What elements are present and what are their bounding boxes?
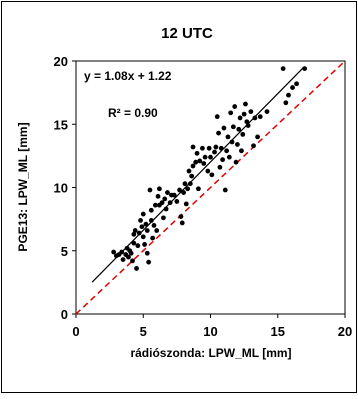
x-tick-label: 10 xyxy=(203,324,217,339)
x-axis-label: rádiószonda: LPW_ML [mm] xyxy=(130,346,291,360)
data-point xyxy=(165,190,170,195)
y-axis-label: PGE13: LPW_ML [mm] xyxy=(16,122,30,251)
data-point xyxy=(209,172,214,177)
data-point xyxy=(121,257,126,262)
data-point xyxy=(234,160,239,165)
data-point xyxy=(184,202,189,207)
y-tick-label: 10 xyxy=(54,181,68,196)
x-tick-label: 20 xyxy=(338,324,352,339)
data-point xyxy=(251,143,256,148)
regression-equation: y = 1.08x + 1.22 xyxy=(84,69,172,83)
data-point xyxy=(283,100,288,105)
data-point xyxy=(154,228,159,233)
data-point xyxy=(145,251,150,256)
data-point xyxy=(142,242,147,247)
data-point xyxy=(258,114,263,119)
data-point xyxy=(133,228,138,233)
data-point xyxy=(242,112,247,117)
x-tick-label: 15 xyxy=(271,324,285,339)
data-point xyxy=(152,223,157,228)
data-point xyxy=(248,109,253,114)
data-point xyxy=(294,81,299,86)
data-point xyxy=(235,142,240,147)
data-point xyxy=(201,161,206,166)
data-point xyxy=(200,146,205,151)
data-point xyxy=(150,236,155,241)
y-tick-label: 5 xyxy=(61,244,68,259)
data-point xyxy=(148,188,153,193)
data-point xyxy=(189,174,194,179)
x-tick-label: 0 xyxy=(72,324,79,339)
data-point xyxy=(180,221,185,226)
x-tick-label: 5 xyxy=(140,324,147,339)
data-point xyxy=(240,132,245,137)
data-point xyxy=(138,218,143,223)
data-point xyxy=(134,266,139,271)
y-tick-label: 15 xyxy=(54,117,68,132)
data-point xyxy=(208,155,213,160)
data-point xyxy=(145,228,150,233)
data-point xyxy=(232,104,237,109)
data-point xyxy=(187,169,192,174)
data-point xyxy=(130,258,135,263)
data-point xyxy=(265,109,270,114)
data-point xyxy=(290,85,295,90)
data-point xyxy=(231,124,236,129)
data-point xyxy=(228,110,233,115)
data-point xyxy=(191,145,196,150)
data-point xyxy=(286,93,291,98)
data-point xyxy=(141,212,146,217)
chart-title: 12 UTC xyxy=(161,25,213,42)
data-point xyxy=(207,146,212,151)
data-point xyxy=(239,148,244,153)
data-point xyxy=(226,135,231,140)
r-squared-label: R² = 0.90 xyxy=(108,106,158,120)
data-point xyxy=(140,224,145,229)
data-point xyxy=(179,214,184,219)
data-point xyxy=(161,215,166,220)
data-point xyxy=(215,114,220,119)
data-point xyxy=(197,159,202,164)
data-point xyxy=(227,155,232,160)
data-point xyxy=(243,102,248,107)
data-point xyxy=(141,234,146,239)
data-point xyxy=(195,151,200,156)
data-point xyxy=(281,66,286,71)
data-point xyxy=(218,165,223,170)
data-point xyxy=(174,199,179,204)
data-point xyxy=(157,186,162,191)
data-point xyxy=(162,196,167,201)
data-point xyxy=(149,208,154,213)
y-tick-label: 0 xyxy=(61,307,68,322)
data-point xyxy=(212,150,217,155)
data-point xyxy=(129,251,134,256)
data-point xyxy=(156,194,161,199)
data-point xyxy=(203,155,208,160)
data-point xyxy=(213,145,218,150)
data-point xyxy=(222,126,227,131)
data-point xyxy=(220,157,225,162)
data-point xyxy=(223,188,228,193)
data-point xyxy=(205,169,210,174)
data-point xyxy=(146,260,151,265)
data-point xyxy=(224,148,229,153)
data-point xyxy=(196,186,201,191)
data-point xyxy=(255,135,260,140)
data-point xyxy=(238,116,243,121)
y-tick-label: 20 xyxy=(54,54,68,69)
data-point xyxy=(135,243,140,248)
data-point xyxy=(216,131,221,136)
